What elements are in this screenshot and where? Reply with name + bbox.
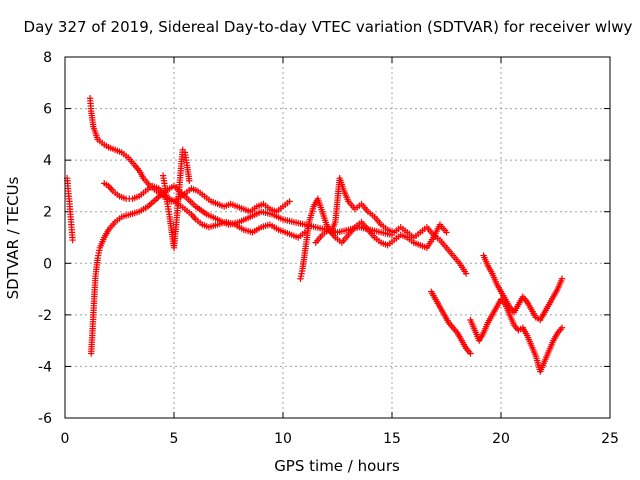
- y-axis-label: SDTVAR / TECUs: [4, 176, 22, 299]
- x-tick-label: 20: [492, 431, 510, 447]
- data-point: [558, 324, 566, 331]
- series-track-f: [297, 174, 470, 282]
- series-track-i: [467, 296, 566, 375]
- data-point: [69, 236, 76, 244]
- y-tick-label: -4: [38, 359, 52, 375]
- axis-ticks: 0 5 10 15 20 25 -6 -4 -2 0 2 4 6 8: [38, 50, 619, 447]
- x-tick-label: 5: [170, 431, 179, 447]
- chart-title: Day 327 of 2019, Sidereal Day-to-day VTE…: [24, 18, 633, 36]
- series-track-g: [312, 218, 450, 252]
- series-track-b: [86, 95, 308, 241]
- x-tick-label: 10: [274, 431, 292, 447]
- series-track-j: [480, 252, 566, 324]
- y-tick-label: 4: [43, 153, 52, 169]
- y-tick-label: -6: [38, 411, 52, 427]
- x-tick-label: 15: [383, 431, 401, 447]
- data-point: [286, 198, 293, 205]
- y-tick-label: 0: [43, 256, 52, 272]
- plot-frame: [64, 56, 611, 419]
- data-marks: [63, 95, 566, 375]
- series-track-h: [428, 288, 474, 357]
- grid: [65, 57, 610, 418]
- y-tick-label: -2: [38, 308, 52, 324]
- data-point: [558, 275, 566, 282]
- data-point: [186, 177, 193, 184]
- data-point: [462, 270, 470, 277]
- y-tick-label: 8: [43, 50, 52, 66]
- x-tick-label: 25: [601, 431, 619, 447]
- data-point: [443, 229, 450, 236]
- x-tick-label: 0: [61, 431, 70, 447]
- series-track-e: [159, 146, 193, 252]
- series-track-a: [63, 174, 76, 244]
- x-axis-label: GPS time / hours: [274, 457, 400, 475]
- data-point: [467, 350, 474, 357]
- y-tick-label: 6: [43, 102, 52, 118]
- y-tick-label: 2: [43, 205, 52, 221]
